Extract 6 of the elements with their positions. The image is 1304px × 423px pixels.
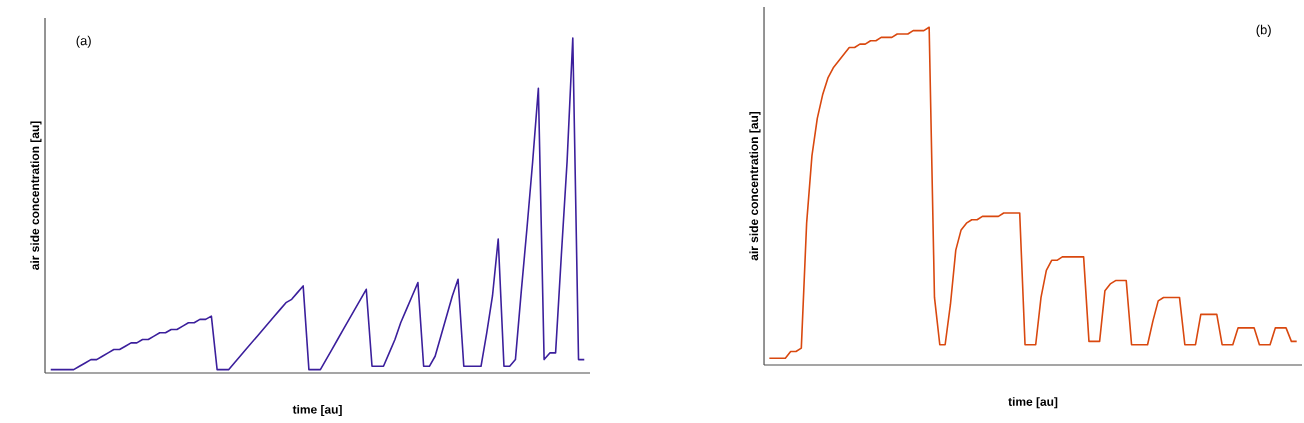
x-axis-title: time [au]	[292, 404, 342, 417]
annotation: (b)	[1256, 24, 1271, 37]
y-axis-title: air side concentration [au]	[749, 111, 761, 261]
annotation: (a)	[76, 35, 91, 48]
y-axis-title: air side concentration [au]	[30, 121, 42, 270]
x-axis-title: time [au]	[1008, 397, 1058, 409]
